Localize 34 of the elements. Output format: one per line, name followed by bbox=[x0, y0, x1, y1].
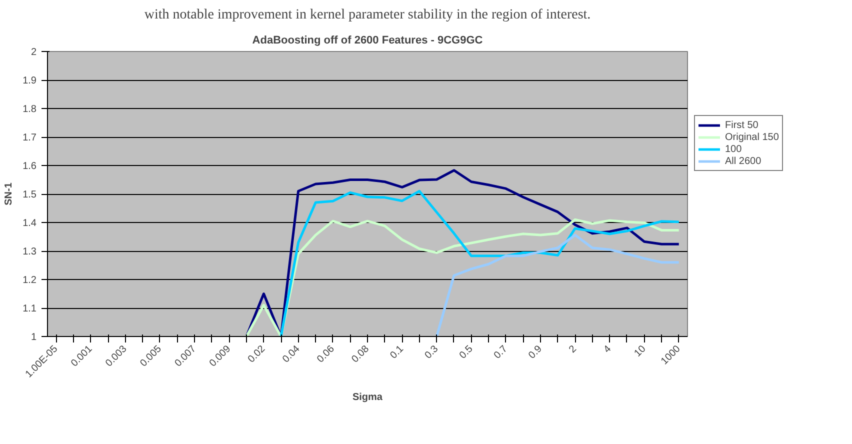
y-tick-label: 1.3 bbox=[22, 246, 37, 258]
legend-label: 100 bbox=[725, 143, 743, 155]
x-tick-label: 0.04 bbox=[280, 343, 303, 366]
x-tick-label: 0.3 bbox=[422, 343, 441, 362]
line-series bbox=[245, 169, 680, 336]
line-series bbox=[280, 190, 680, 336]
line-series bbox=[435, 234, 680, 336]
x-tick-label: 0.06 bbox=[315, 343, 338, 366]
y-tick-label: 1.4 bbox=[22, 218, 37, 229]
x-tick-label: 0.1 bbox=[388, 343, 406, 362]
legend-label: First 50 bbox=[725, 119, 758, 131]
x-tick-label: 0.7 bbox=[492, 343, 510, 362]
y-tick-label: 1.1 bbox=[22, 304, 37, 314]
y-tick-label: 1 bbox=[30, 332, 37, 343]
x-tick-label: 0.02 bbox=[246, 343, 268, 366]
y-axis-title: SN-1 bbox=[4, 182, 15, 206]
x-axis-title: Sigma bbox=[352, 392, 383, 403]
chart-title: AdaBoosting off of 2600 Features - 9CG9GC bbox=[252, 34, 483, 46]
x-tick-label: 0.5 bbox=[458, 343, 476, 362]
y-tick-label: 1.5 bbox=[22, 190, 37, 200]
y-tick-label: 1.2 bbox=[22, 275, 37, 286]
x-tick-label: 4 bbox=[602, 343, 614, 356]
y-tick-label: 1.9 bbox=[22, 76, 37, 86]
legend-label: Original 150 bbox=[725, 131, 779, 143]
y-tick-label: 1.8 bbox=[22, 104, 37, 115]
y-tick-label: 2 bbox=[30, 47, 37, 58]
x-tick-label: 10 bbox=[632, 343, 648, 360]
y-tick-label: 1.6 bbox=[22, 161, 37, 172]
x-tick-label: 0.08 bbox=[350, 343, 372, 366]
x-tick-label: 0.9 bbox=[526, 343, 545, 362]
text: with notable improvement in kernel parameter stability in the region of interest. bbox=[144, 8, 591, 22]
y-tick-label: 1.7 bbox=[22, 132, 37, 144]
x-tick-label: 2 bbox=[567, 343, 580, 356]
legend-label: All 2600 bbox=[725, 155, 762, 167]
